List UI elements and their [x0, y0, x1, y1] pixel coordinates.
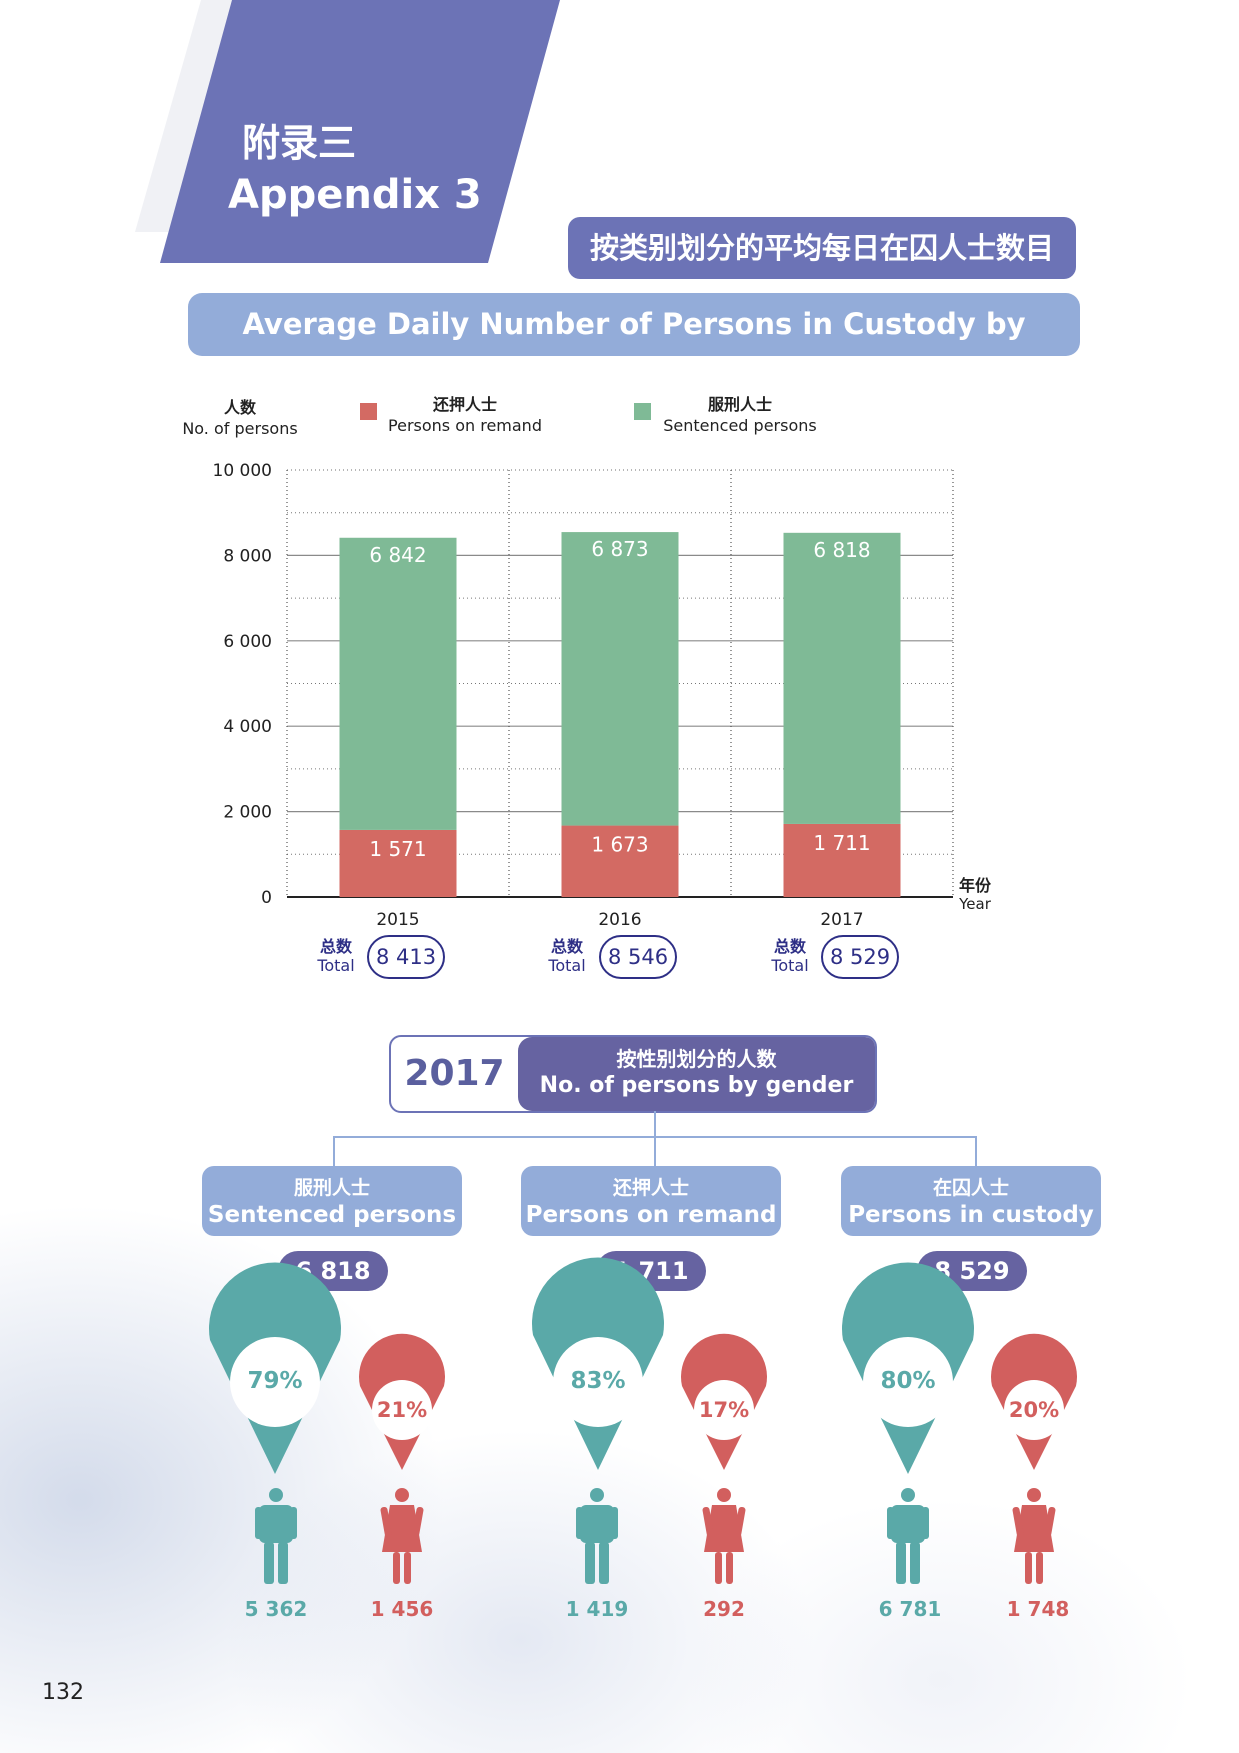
category-cn: 还押人士	[612, 1177, 689, 1199]
data-label-sentenced: 6 842	[369, 543, 426, 567]
category-custody: 在囚人士 Persons in custody	[841, 1166, 1101, 1236]
category-remand: 还押人士 Persons on remand	[521, 1166, 781, 1236]
bar-sentenced	[561, 532, 679, 826]
total-label-en: Total	[771, 956, 809, 975]
appendix-banner	[160, 0, 560, 263]
y-axis-title-en: No. of persons	[182, 419, 298, 438]
legend-sentenced-cn: 服刑人士	[707, 395, 772, 414]
chart-title-cn: 按类别划分的平均每日在囚人士数目	[568, 217, 1076, 279]
female-figure-icon	[380, 1488, 424, 1584]
x-axis-title-en: Year	[959, 895, 991, 913]
bar-sentenced	[339, 537, 457, 830]
total-label-en: Total	[317, 956, 355, 975]
total-custody: 8 529	[917, 1251, 1027, 1291]
x-axis-title: 年份 Year	[955, 876, 995, 914]
category-cn: 服刑人士	[293, 1177, 370, 1199]
male-pin-custody	[842, 1262, 975, 1474]
bar-remand	[339, 829, 457, 897]
connector-lines	[333, 1111, 977, 1166]
appendix-title-en: Appendix 3	[228, 172, 482, 218]
data-label-sentenced: 6 818	[813, 538, 870, 562]
female-pin-remand	[681, 1333, 767, 1470]
data-label-remand: 1 571	[369, 837, 426, 861]
bar-remand	[783, 823, 901, 897]
page-number: 132	[42, 1680, 84, 1705]
female-count-custody: 1 748	[1006, 1597, 1070, 1621]
y-axis-title-cn: 人数	[223, 398, 256, 417]
male-figure-icon	[255, 1488, 297, 1584]
stacked-bar-chart: 0 2 000 4 000 6 000 8 000 10 000 1 571 6 842 201…	[213, 461, 954, 930]
category-cn: 在囚人士	[932, 1177, 1009, 1199]
male-figure-icon	[887, 1488, 929, 1584]
legend-sentenced: 服刑人士 Sentenced persons	[660, 394, 820, 436]
female-pct-remand: 17%	[698, 1398, 750, 1422]
x-axis-title-cn: 年份	[958, 876, 991, 895]
total-label-2015: 总数 Total	[306, 937, 366, 975]
female-pin-custody	[991, 1333, 1077, 1470]
total-label-cn: 总数	[773, 937, 806, 956]
female-pin-sentenced	[359, 1333, 445, 1470]
legend-sentenced-en: Sentenced persons	[663, 416, 817, 435]
y-tick-label: 6 000	[223, 632, 272, 652]
total-label-2017: 总数 Total	[760, 937, 820, 975]
category-en: Persons in custody	[848, 1202, 1094, 1228]
y-axis-title: 人数 No. of persons	[175, 397, 305, 439]
male-pct-custody: 80%	[880, 1368, 936, 1394]
total-label-2016: 总数 Total	[537, 937, 597, 975]
y-tick-label: 10 000	[213, 461, 272, 481]
female-count-remand: 292	[703, 1597, 745, 1621]
gender-section-header: 2017 按性别划分的人数 No. of persons by gender	[389, 1035, 877, 1113]
y-tick-label: 0	[261, 888, 272, 908]
y-tick-label: 2 000	[223, 803, 272, 823]
gender-title-cn: 按性别划分的人数	[616, 1047, 777, 1071]
category-sentenced: 服刑人士 Sentenced persons	[202, 1166, 462, 1236]
male-pct-sentenced: 79%	[247, 1368, 303, 1394]
female-figure-icon	[1012, 1488, 1056, 1584]
male-pin-remand	[532, 1257, 665, 1470]
female-pct-sentenced: 21%	[376, 1398, 428, 1422]
gender-infographic	[209, 1257, 1077, 1584]
male-pct-remand: 83%	[570, 1368, 626, 1394]
bar-sentenced	[783, 532, 901, 824]
total-label-en: Total	[548, 956, 586, 975]
female-count-sentenced: 1 456	[370, 1597, 434, 1621]
gender-title-en: No. of persons by gender	[539, 1073, 854, 1098]
total-pill-2017: 8 529	[821, 935, 899, 979]
male-count-remand: 1 419	[565, 1597, 629, 1621]
male-figure-icon	[576, 1488, 618, 1584]
legend-remand: 还押人士 Persons on remand	[385, 394, 545, 436]
total-pill-2015: 8 413	[367, 935, 445, 979]
appendix-title-cn: 附录三	[242, 121, 357, 165]
gender-year: 2017	[404, 1053, 505, 1094]
data-label-remand: 1 711	[813, 831, 870, 855]
male-pin-sentenced	[209, 1262, 341, 1474]
x-tick-label: 2017	[820, 910, 863, 930]
x-tick-label: 2015	[376, 910, 419, 930]
y-tick-label: 8 000	[223, 546, 272, 566]
legend-remand-swatch	[360, 403, 377, 420]
gender-title: 按性别划分的人数 No. of persons by gender	[518, 1037, 875, 1111]
y-tick-label: 4 000	[223, 717, 272, 737]
male-count-custody: 6 781	[878, 1597, 942, 1621]
x-tick-label: 2016	[598, 910, 641, 930]
data-label-remand: 1 673	[591, 833, 648, 857]
bar-remand	[561, 825, 679, 897]
total-pill-2016: 8 546	[599, 935, 677, 979]
data-label-sentenced: 6 873	[591, 537, 648, 561]
category-en: Persons on remand	[525, 1202, 777, 1228]
category-en: Sentenced persons	[207, 1202, 457, 1228]
total-label-cn: 总数	[319, 937, 352, 956]
legend-remand-cn: 还押人士	[432, 395, 497, 414]
legend-sentenced-swatch	[634, 403, 651, 420]
legend-remand-en: Persons on remand	[388, 416, 542, 435]
female-pct-custody: 20%	[1008, 1398, 1060, 1422]
male-count-sentenced: 5 362	[244, 1597, 308, 1621]
female-figure-icon	[702, 1488, 746, 1584]
total-label-cn: 总数	[550, 937, 583, 956]
chart-title-en: Average Daily Number of Persons in Custo…	[188, 293, 1080, 404]
